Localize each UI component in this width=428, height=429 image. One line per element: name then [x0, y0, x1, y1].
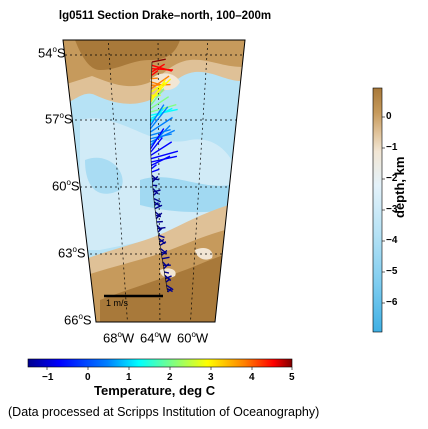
depth-colorbar [372, 87, 383, 333]
temp-tick: 1 [126, 372, 132, 383]
scale-label: 1 m/s [106, 298, 129, 308]
velocity-vector [161, 256, 170, 260]
velocity-vector [150, 129, 176, 143]
ship-track [150, 61, 168, 293]
depth-tick: −3 [386, 204, 398, 215]
temp-tick: 0 [85, 372, 91, 383]
lat-label-63: 63oS [58, 245, 86, 261]
velocity-vector [151, 63, 165, 73]
lat-label-66: 66oS [64, 312, 92, 328]
velocity-vector [151, 164, 157, 170]
lat-label-54: 54oS [38, 45, 66, 61]
depth-tick: −1 [386, 142, 398, 153]
velocity-vector [150, 128, 165, 150]
velocity-vector [150, 137, 163, 153]
map-title: lg0511 Section Drake–north, 100–200m [58, 10, 272, 22]
depth-tick: −6 [386, 297, 398, 308]
lon-label-60: 60oW [177, 330, 209, 346]
temp-tick: −1 [42, 372, 54, 383]
velocity-vector [154, 202, 159, 206]
velocity-vector [151, 58, 166, 63]
map-frame [62, 39, 246, 323]
temp-tick: 2 [167, 372, 173, 383]
velocity-vector [153, 198, 162, 203]
velocity-vector [161, 249, 168, 256]
velocity-vector [151, 70, 159, 76]
velocity-vector [162, 261, 167, 266]
lat-label-60: 60oS [52, 178, 80, 194]
velocity-vector [159, 238, 165, 243]
velocity-vector [158, 234, 165, 239]
velocity-vector [153, 192, 158, 196]
velocity-vector [159, 241, 167, 246]
velocity-vector [150, 88, 165, 106]
velocity-vector [151, 67, 174, 71]
velocity-vector [165, 278, 171, 283]
velocity-vector [151, 175, 159, 183]
velocity-vector [165, 275, 172, 280]
depth-tick: −5 [386, 266, 398, 277]
velocity-vector [150, 141, 173, 156]
velocity-vector [163, 263, 170, 270]
velocity-vector [150, 150, 179, 160]
velocity-vector [157, 227, 163, 233]
velocity-vector [150, 78, 172, 100]
temp-tick: 5 [289, 372, 295, 383]
graticule [63, 40, 245, 322]
velocity-vector [150, 96, 170, 110]
velocity-vectors [149, 58, 179, 293]
velocity-vector [149, 106, 169, 130]
velocity-vector [150, 107, 173, 120]
lon-label-64: 64oW [140, 330, 172, 346]
velocity-vector [167, 287, 173, 293]
velocity-vector [150, 79, 166, 103]
velocity-vector [151, 77, 158, 80]
velocity-vector [151, 168, 160, 173]
velocity-vector [150, 155, 171, 166]
velocity-vector [164, 271, 170, 274]
temp-tick: 4 [249, 372, 255, 383]
velocity-vector [153, 189, 161, 193]
velocity-vector [150, 116, 173, 133]
temp-tick: 3 [208, 372, 214, 383]
depth-tick: 0 [386, 111, 392, 122]
velocity-vector [154, 204, 163, 210]
velocity-vector [160, 248, 168, 254]
bathymetry [63, 40, 245, 322]
velocity-vector [150, 103, 177, 113]
lon-label-68: 68oW [103, 330, 135, 346]
velocity-vector [150, 75, 170, 90]
temperature-colorbar [27, 358, 293, 368]
velocity-vector [149, 104, 165, 126]
temperature-label: Temperature, deg C [94, 383, 216, 398]
velocity-vector [150, 125, 171, 146]
depth-tick: −4 [386, 235, 398, 246]
lat-label-57: 57oS [45, 111, 73, 127]
depth-label: depth, km [392, 156, 407, 218]
velocity-vector [155, 212, 163, 220]
depth-tick: −2 [386, 173, 398, 184]
credit-line: (Data processed at Scripps Institution o… [8, 405, 320, 419]
